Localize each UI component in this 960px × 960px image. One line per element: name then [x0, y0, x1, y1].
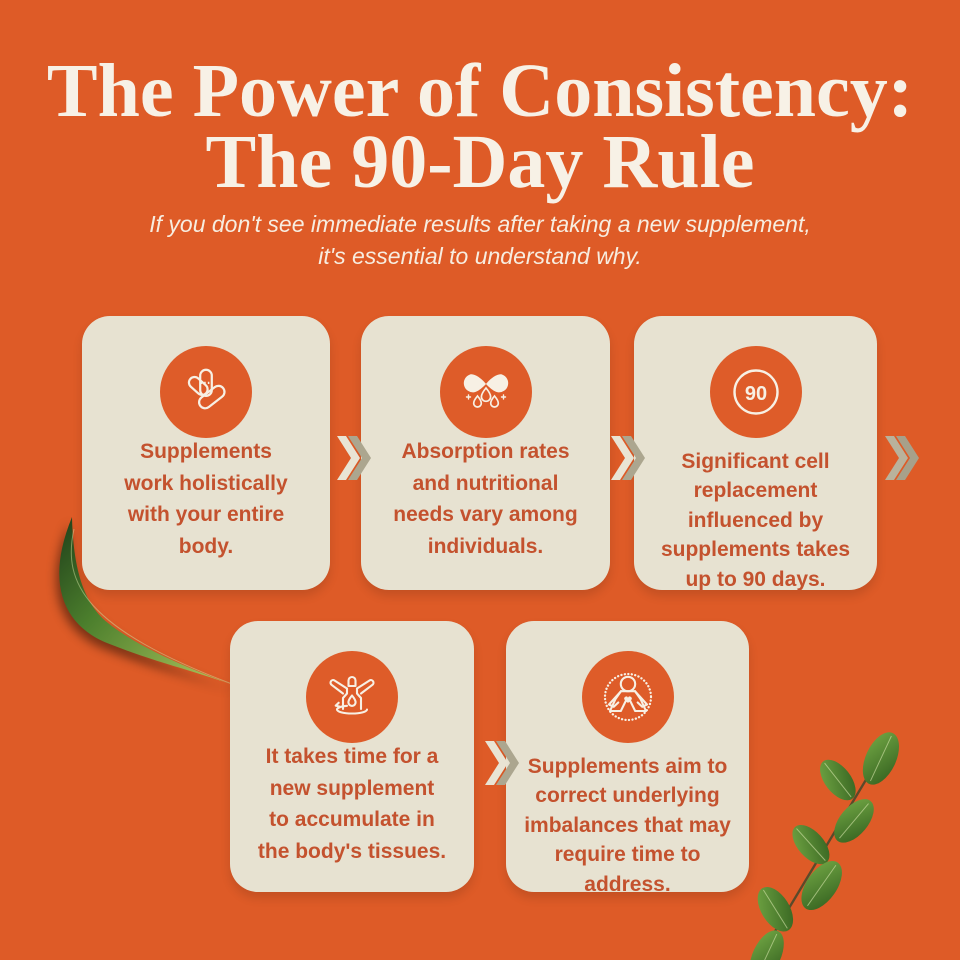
svg-text:90: 90 [744, 383, 766, 405]
